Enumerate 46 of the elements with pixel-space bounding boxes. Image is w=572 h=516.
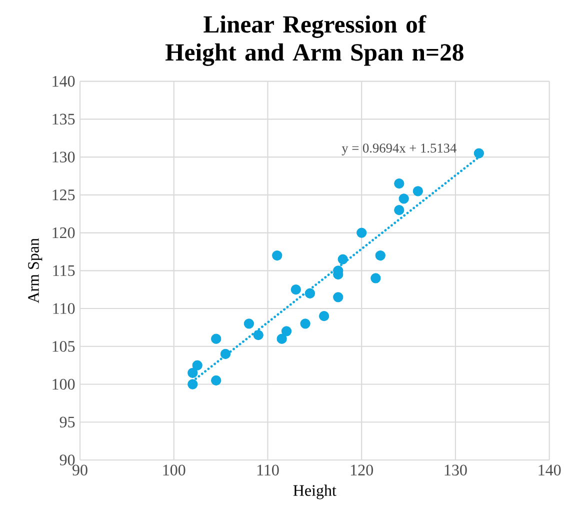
y-tick-label: 140 xyxy=(52,76,75,87)
point xyxy=(370,273,381,284)
y-tick-label: 100 xyxy=(52,378,75,390)
point xyxy=(338,254,348,264)
point xyxy=(192,360,202,370)
point xyxy=(474,148,484,158)
point xyxy=(211,375,222,386)
y-tick-label: 90 xyxy=(60,454,75,466)
point xyxy=(333,292,344,302)
point xyxy=(356,228,367,238)
x-tick-label: 100 xyxy=(163,464,186,476)
y-tick-label: 130 xyxy=(52,152,75,162)
point xyxy=(290,284,301,295)
point xyxy=(281,326,292,336)
y-tick-label: 125 xyxy=(52,190,75,200)
y-tick-label: 95 xyxy=(60,416,75,428)
y-axis-title: Arm Span xyxy=(28,238,42,304)
x-tick-label: 110 xyxy=(257,464,279,476)
point xyxy=(412,186,423,196)
point xyxy=(244,318,254,329)
point xyxy=(394,178,404,189)
point xyxy=(318,311,330,322)
point xyxy=(188,379,198,390)
y-tick-label: 115 xyxy=(53,265,75,276)
point xyxy=(272,250,282,261)
x-tick-label: 120 xyxy=(351,464,373,476)
point xyxy=(211,334,222,344)
y-tick-label: 110 xyxy=(53,303,75,314)
point xyxy=(394,205,404,216)
point xyxy=(375,250,386,261)
x-axis-title: Height xyxy=(293,484,336,500)
point xyxy=(253,330,264,340)
y-tick-label: 105 xyxy=(52,340,75,352)
point xyxy=(398,194,409,204)
chart-title: Linear Regression of Height and Arm Span n=28 xyxy=(166,15,464,66)
x-tick-label: 130 xyxy=(444,464,467,476)
y-tick-label: 135 xyxy=(52,114,75,125)
point xyxy=(300,318,310,329)
point xyxy=(220,348,231,360)
x-tick-label: 140 xyxy=(538,464,561,476)
x-tick-label: 90 xyxy=(72,464,88,476)
annotation: y = 0.9694x + 1.5134 xyxy=(342,144,456,156)
y-tick-label: 120 xyxy=(52,227,75,238)
point xyxy=(188,368,198,378)
point xyxy=(276,334,287,344)
point xyxy=(304,288,316,298)
